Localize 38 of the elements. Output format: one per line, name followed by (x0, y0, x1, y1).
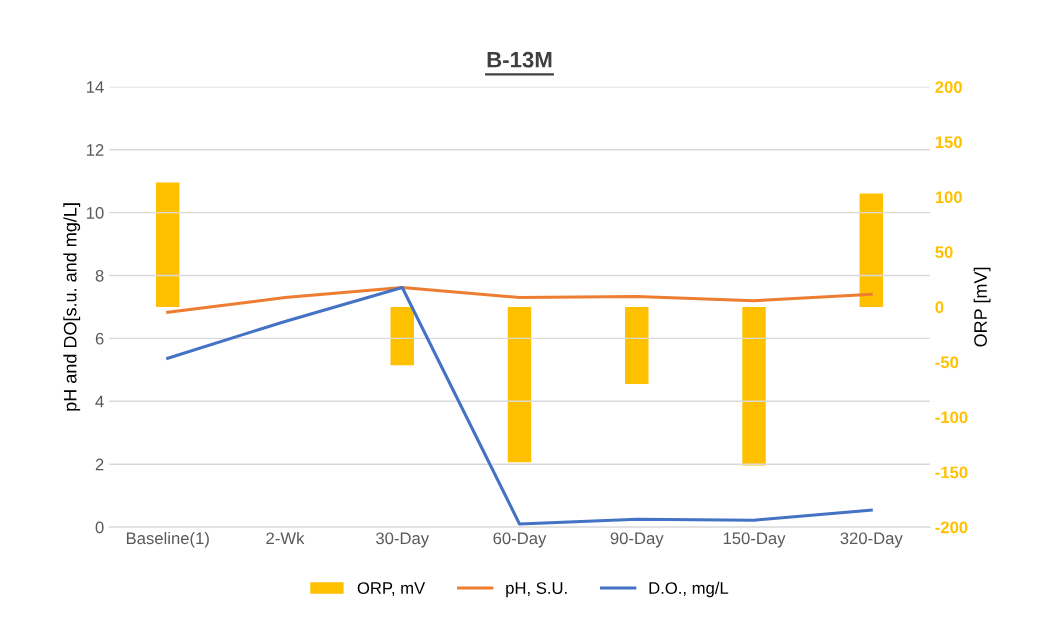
y-tick-label: 0 (95, 521, 104, 534)
line-series (166, 285, 873, 314)
y2-tick-label: 0 (935, 301, 944, 314)
x-tick-label: 60-Day (493, 532, 547, 548)
bar (625, 306, 649, 384)
y2-tick-label: -150 (935, 466, 968, 479)
y2-tick-label: 100 (935, 191, 962, 204)
y2-axis-title: ORP [mV] (973, 267, 991, 347)
y2-tick-label: -200 (935, 521, 968, 534)
y-tick-label: 14 (86, 81, 104, 93)
y-tick-label: 4 (95, 395, 104, 408)
legend-label: D.O., mg/L (649, 581, 729, 598)
legend-label: pH, S.U. (506, 582, 567, 598)
y2-tick-label: 150 (935, 136, 962, 149)
bar (859, 193, 883, 307)
y-tick-label: 6 (95, 332, 104, 345)
y-axis-title: pH and DO[s.u. and mg/L] (63, 203, 81, 411)
x-tick-label: 150-Day (723, 532, 786, 548)
y2-tick-label: -50 (935, 356, 959, 369)
x-tick-label: 30-Day (376, 532, 430, 548)
bar (742, 306, 766, 466)
y-tick-label: 12 (86, 144, 104, 156)
x-tick-label: 2-Wk (266, 531, 305, 545)
y2-tick-label: 200 (935, 81, 962, 94)
bar (156, 182, 180, 307)
y2-tick-label: 50 (935, 246, 953, 259)
y-tick-label: 8 (95, 269, 104, 282)
bar (390, 306, 414, 366)
y-tick-label: 2 (95, 458, 104, 471)
bar (507, 306, 532, 463)
x-tick-label: 320-Day (840, 532, 903, 548)
y2-tick-label: -100 (935, 411, 968, 424)
x-tick-label: Baseline(1) (126, 531, 209, 548)
chart-title: B-13M (487, 51, 552, 68)
legend-label: ORP, mV (357, 582, 426, 596)
x-tick-label: 90-Day (610, 532, 664, 548)
line-series (166, 285, 873, 526)
y-tick-label: 10 (86, 207, 104, 219)
